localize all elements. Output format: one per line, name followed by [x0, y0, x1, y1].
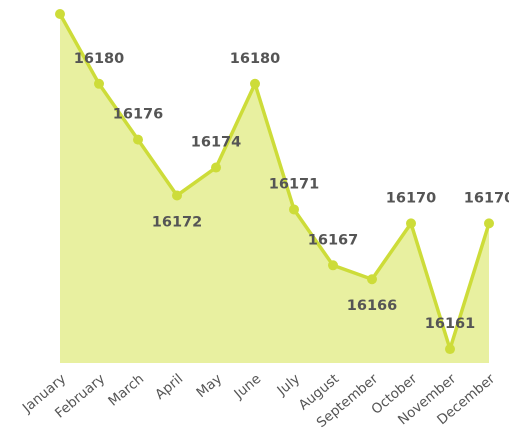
point [250, 78, 260, 89]
value-label: 16170 [464, 190, 509, 206]
x-tick-label: May [193, 371, 225, 401]
point [406, 218, 416, 229]
x-tick-label: July [273, 371, 303, 400]
point [484, 218, 494, 229]
point [172, 190, 182, 201]
point [94, 78, 104, 89]
point [55, 9, 65, 19]
x-tick-label: June [231, 371, 265, 403]
point [445, 344, 455, 355]
value-label: 16170 [386, 190, 436, 206]
value-label: 16180 [230, 51, 280, 67]
x-tick-label: March [105, 371, 147, 410]
x-tick-label: April [152, 371, 186, 403]
value-label: 16171 [269, 176, 319, 192]
point [133, 134, 143, 145]
value-label: 16161 [425, 316, 475, 332]
area [60, 14, 489, 363]
point [367, 274, 377, 285]
value-label: 16176 [113, 107, 163, 123]
value-label: 16174 [191, 135, 241, 151]
value-label: 16166 [347, 298, 397, 314]
value-label: 16180 [74, 51, 124, 67]
value-label: 16172 [152, 214, 202, 230]
point [328, 260, 338, 271]
point [211, 162, 221, 173]
line [58, 13, 491, 351]
point [289, 204, 299, 215]
value-label: 16167 [308, 232, 358, 248]
